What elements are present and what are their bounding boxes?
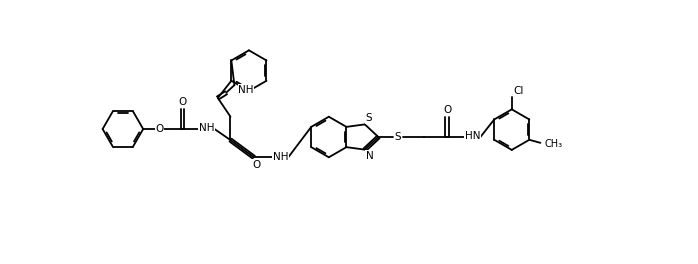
Text: O: O <box>252 160 260 170</box>
Text: NH: NH <box>238 85 253 95</box>
Text: NH: NH <box>199 123 214 133</box>
Text: O: O <box>179 97 186 107</box>
Text: CH₃: CH₃ <box>544 139 562 149</box>
Text: Cl: Cl <box>513 86 524 96</box>
Text: S: S <box>395 132 401 142</box>
Text: HN: HN <box>465 131 480 142</box>
Text: S: S <box>365 113 372 123</box>
Text: O: O <box>155 124 163 134</box>
Text: N: N <box>366 151 373 161</box>
Text: NH: NH <box>272 152 288 162</box>
Text: O: O <box>443 105 452 115</box>
